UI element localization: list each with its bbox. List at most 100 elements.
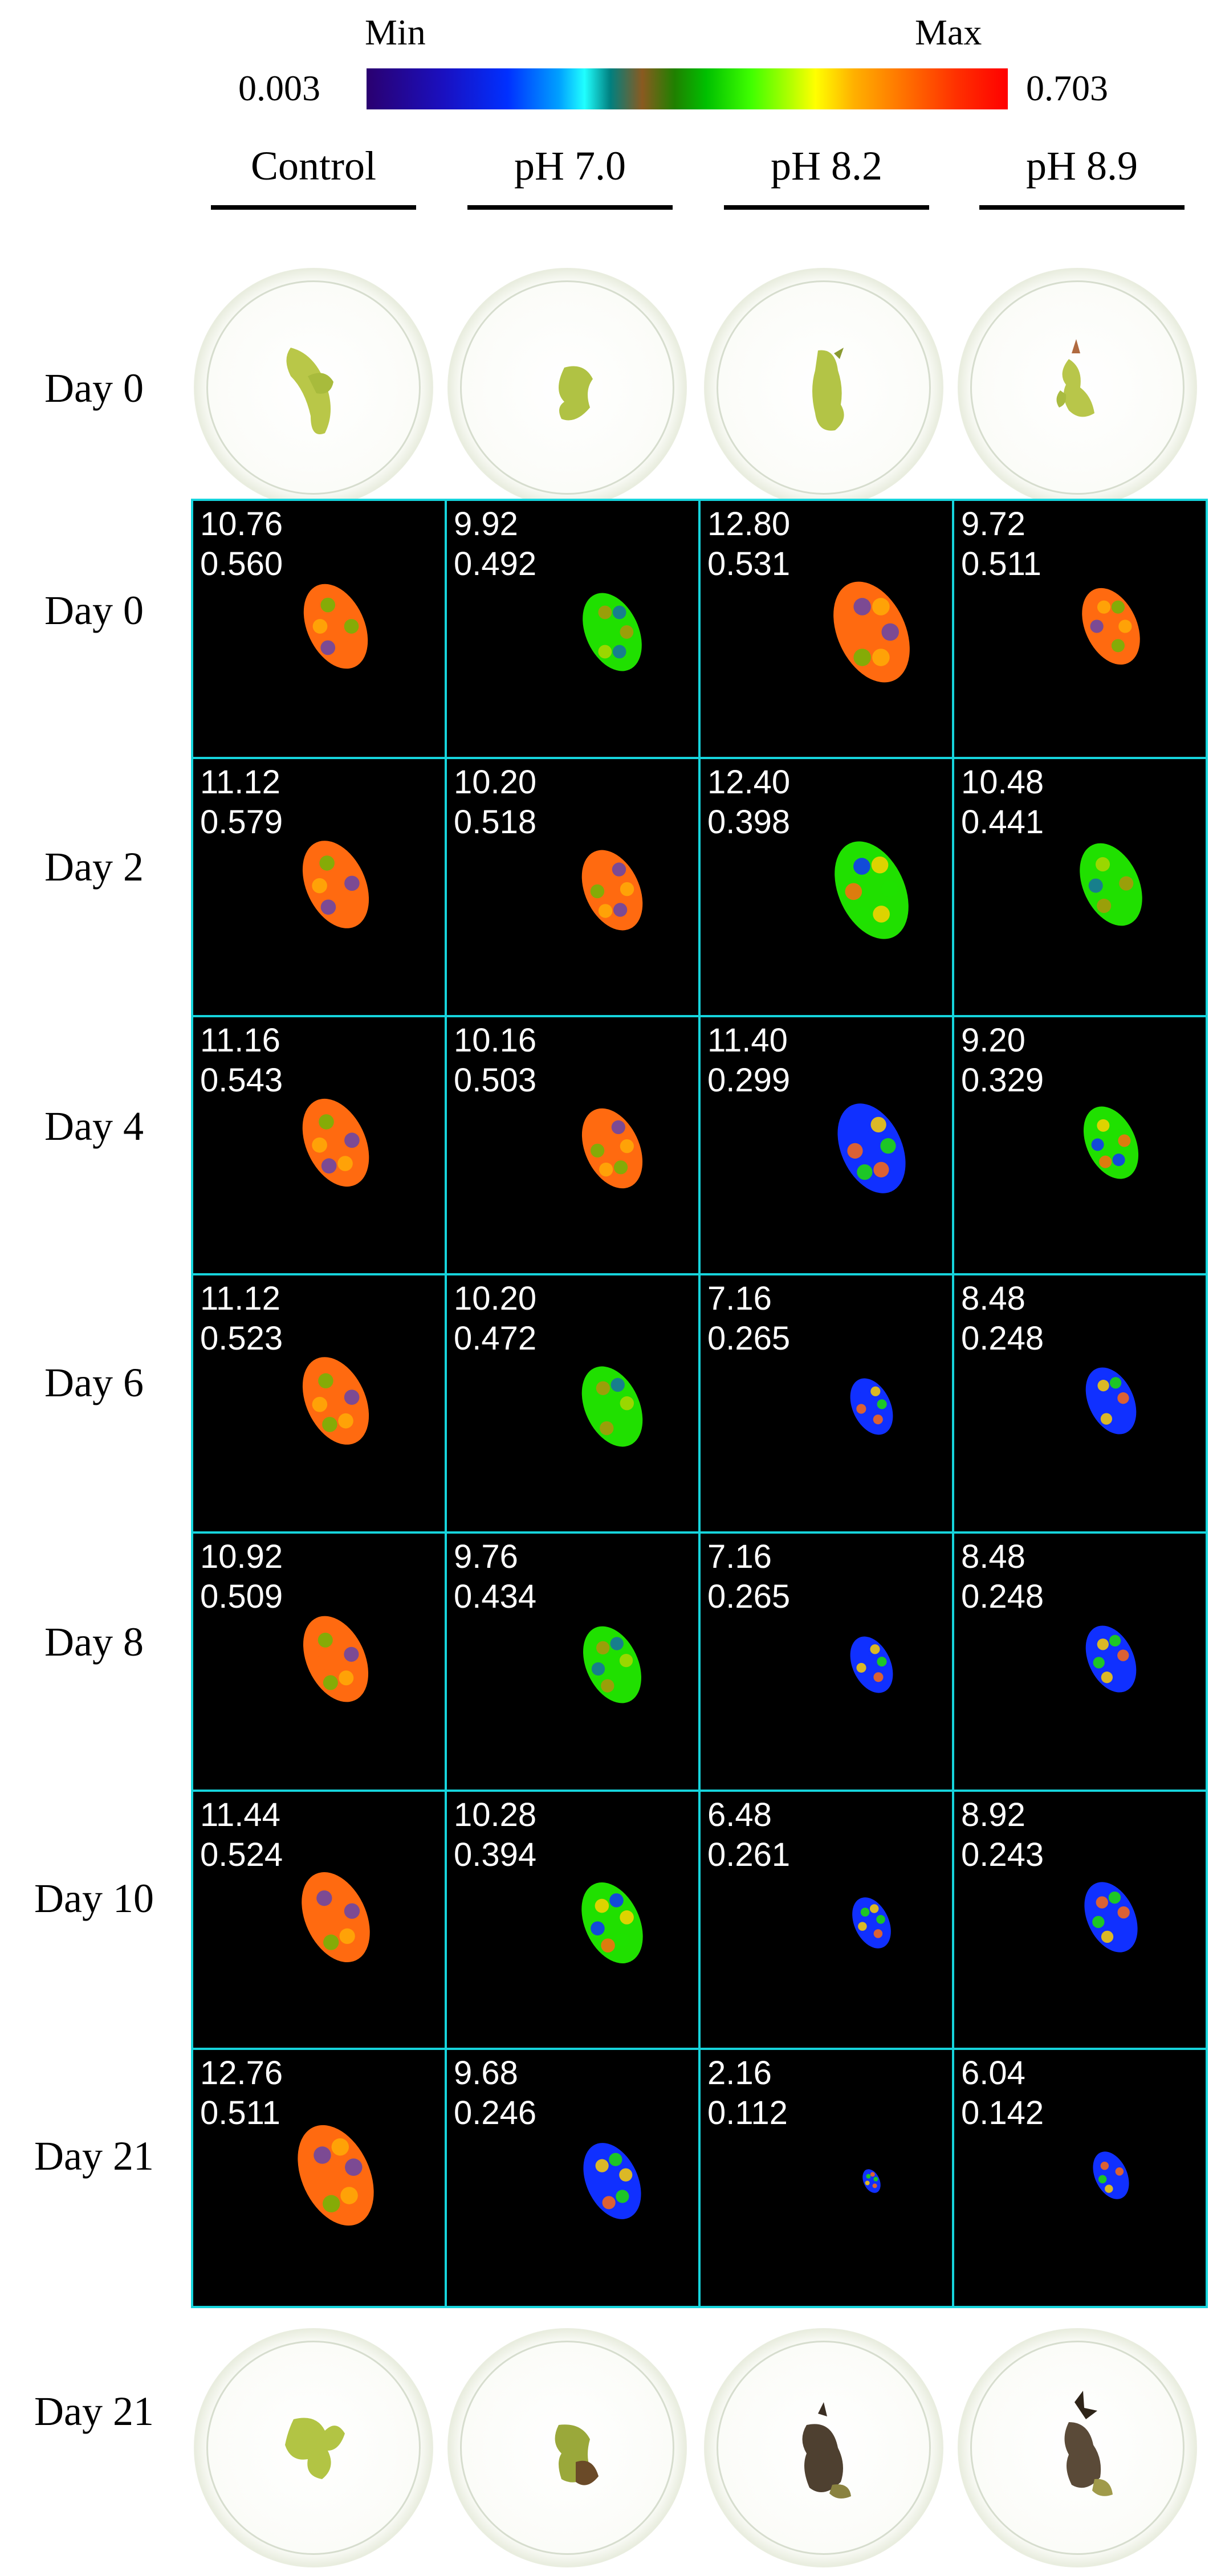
leaf-fluorescence-image <box>852 1897 891 1949</box>
leaf-fluorescence-image <box>303 1616 369 1702</box>
plantlet-image <box>555 2424 599 2485</box>
fluorescence-cell-control-day0: 10.76 0.560 <box>191 499 447 759</box>
plantlet-image <box>1056 339 1094 417</box>
leaf-fluorescence-image <box>583 1626 641 1703</box>
leaf-fluorescence-image <box>1084 1882 1138 1953</box>
cell-value-primary: 11.40 <box>707 1022 788 1059</box>
petri-dish-photo <box>194 2328 433 2567</box>
row-label-day10: Day 10 <box>34 1876 154 1921</box>
cell-value-secondary: 0.112 <box>707 2094 788 2131</box>
plantlet-image <box>286 348 333 434</box>
fluorescence-cell-control-day8: 10.92 0.509 <box>191 1531 447 1792</box>
cell-value-primary: 10.16 <box>454 1022 537 1059</box>
cell-value-secondary: 0.248 <box>961 1578 1044 1615</box>
cell-value-primary: 8.92 <box>961 1796 1025 1833</box>
leaf-fluorescence-image <box>302 1357 369 1445</box>
leaf-fluorescence-image <box>850 1636 893 1693</box>
cell-value-secondary: 0.398 <box>707 804 791 841</box>
fluorescence-cell-ph82-day0: 12.80 0.531 <box>698 499 954 759</box>
leaf-fluorescence-image <box>581 1882 643 1963</box>
cell-value-secondary: 0.523 <box>200 1320 283 1357</box>
cell-value-primary: 9.68 <box>454 2055 518 2092</box>
cell-value-secondary: 0.472 <box>454 1320 537 1357</box>
cell-value-secondary: 0.261 <box>707 1836 791 1873</box>
cell-value-secondary: 0.579 <box>200 804 283 841</box>
cell-value-secondary: 0.524 <box>200 1836 283 1873</box>
cell-value-primary: 6.48 <box>707 1796 772 1833</box>
column-underline <box>211 205 416 210</box>
fluorescence-cell-control-day2: 11.12 0.579 <box>191 757 447 1017</box>
fluorescence-cell-ph89-day10: 8.92 0.243 <box>952 1790 1208 2050</box>
plantlet-image <box>285 2418 345 2479</box>
cell-value-secondary: 0.243 <box>961 1836 1044 1873</box>
cell-value-primary: 10.92 <box>200 1538 283 1575</box>
fluorescence-cell-ph89-day0: 9.72 0.511 <box>952 499 1208 759</box>
cell-value-primary: 9.76 <box>454 1538 518 1575</box>
leaf-fluorescence-image <box>583 2143 641 2219</box>
leaf-fluorescence-image <box>1085 1367 1137 1434</box>
fluorescence-cell-ph82-day8: 7.16 0.265 <box>698 1531 954 1792</box>
fluorescence-cell-ph89-day8: 8.48 0.248 <box>952 1531 1208 1792</box>
cell-value-primary: 11.12 <box>200 764 280 801</box>
plantlet-image <box>1064 2391 1113 2496</box>
cell-value-primary: 9.20 <box>961 1022 1025 1059</box>
scale-min-value: 0.003 <box>238 68 320 108</box>
cell-value-secondary: 0.299 <box>707 1062 791 1099</box>
fluorescence-cell-ph82-day2: 12.40 0.398 <box>698 757 954 1017</box>
cell-value-secondary: 0.518 <box>454 804 537 841</box>
row-label-photo-day21: Day 21 <box>34 2388 154 2434</box>
scale-max-label: Max <box>915 12 982 52</box>
fluorescence-cell-ph70-day2: 10.20 0.518 <box>445 757 701 1017</box>
row-label-day21: Day 21 <box>34 2133 154 2179</box>
leaf-fluorescence-image <box>581 1108 643 1189</box>
petri-dish-photo <box>958 268 1197 507</box>
cell-value-secondary: 0.142 <box>961 2094 1044 2131</box>
cell-value-secondary: 0.246 <box>454 2094 537 2131</box>
cell-value-primary: 8.48 <box>961 1538 1025 1575</box>
plantlet-image <box>802 2402 851 2498</box>
fluorescence-cell-ph70-day10: 10.28 0.394 <box>445 1790 701 2050</box>
column-header-control: Control <box>250 143 376 189</box>
column-underline <box>979 205 1185 210</box>
fluorescence-cell-ph82-day6: 7.16 0.265 <box>698 1273 954 1534</box>
cell-value-secondary: 0.265 <box>707 1320 791 1357</box>
fluorescence-cell-control-day6: 11.12 0.523 <box>191 1273 447 1534</box>
petri-dish-photo <box>958 2328 1197 2567</box>
fluorescence-cell-ph70-day6: 10.20 0.472 <box>445 1273 701 1534</box>
leaf-fluorescence-image <box>302 1872 370 1963</box>
leaf-fluorescence-image <box>303 584 368 669</box>
leaf-fluorescence-image <box>581 1366 643 1447</box>
fluorescence-cell-ph82-day10: 6.48 0.261 <box>698 1790 954 2050</box>
leaf-fluorescence-image <box>833 581 910 683</box>
cell-value-secondary: 0.511 <box>200 2094 280 2131</box>
fluorescence-cell-control-day10: 11.44 0.524 <box>191 1790 447 2050</box>
fluorescence-cell-ph70-day0: 9.92 0.492 <box>445 499 701 759</box>
fluorescence-cell-control-day4: 11.16 0.543 <box>191 1015 447 1275</box>
fluorescence-image-grid: 10.76 0.560 9.92 0.492 12.80 0.531 9.72 0.511 11… <box>191 499 1208 2308</box>
fluorescence-cell-control-day21: 12.76 0.511 <box>191 2048 447 2308</box>
leaf-fluorescence-image <box>850 1378 893 1435</box>
leaf-fluorescence-image <box>583 593 642 671</box>
column-underline <box>467 205 673 210</box>
cell-value-primary: 10.20 <box>454 764 537 801</box>
cell-value-primary: 11.12 <box>200 1280 280 1317</box>
petri-dish-photo <box>447 268 687 507</box>
cell-value-primary: 12.40 <box>707 764 791 801</box>
color-scale-bar <box>367 68 1008 109</box>
cell-value-primary: 2.16 <box>707 2055 772 2092</box>
cell-value-secondary: 0.441 <box>961 804 1044 841</box>
fluorescence-cell-ph89-day4: 9.20 0.329 <box>952 1015 1208 1275</box>
cell-value-primary: 12.80 <box>707 506 791 543</box>
leaf-fluorescence-image <box>835 841 909 939</box>
plantlet-image <box>559 366 593 421</box>
column-header-ph82: pH 8.2 <box>771 143 882 189</box>
row-label-day6: Day 6 <box>44 1360 144 1405</box>
cell-value-secondary: 0.492 <box>454 545 537 582</box>
leaf-fluorescence-image <box>1093 2151 1129 2199</box>
fluorescence-cell-ph89-day6: 8.48 0.248 <box>952 1273 1208 1534</box>
petri-dish-photo <box>704 2328 943 2567</box>
row-label-day0: Day 0 <box>44 588 144 633</box>
leaf-fluorescence-image <box>1082 588 1140 665</box>
cell-value-primary: 7.16 <box>707 1538 772 1575</box>
cell-value-primary: 11.44 <box>200 1796 280 1833</box>
